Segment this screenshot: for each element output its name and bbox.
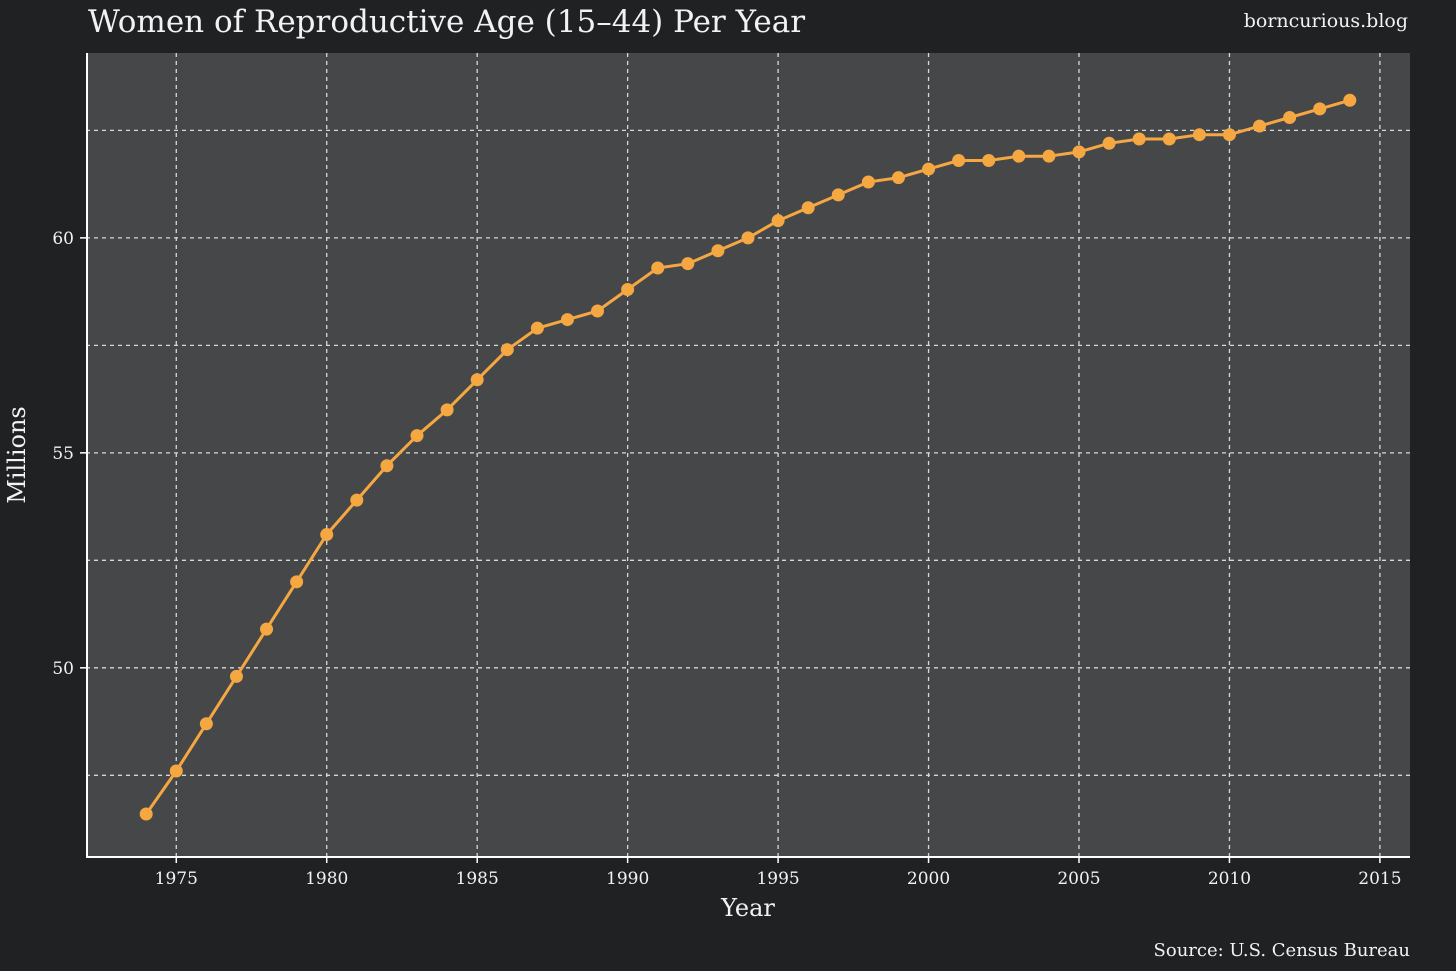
plot-area [86, 53, 1410, 857]
y-tick-label: 50 [52, 659, 74, 679]
data-point [290, 575, 304, 589]
data-point [470, 373, 484, 387]
axes [86, 53, 1410, 858]
y-tick-label: 55 [52, 444, 74, 464]
data-point [922, 162, 936, 176]
data-point [801, 201, 815, 215]
data-point [530, 321, 544, 335]
data-point [711, 244, 725, 258]
y-axis-title: Millions [3, 406, 31, 504]
data-point [500, 343, 514, 357]
data-point [260, 622, 274, 636]
data-point [1102, 136, 1116, 150]
x-tick-label: 2000 [907, 869, 950, 889]
x-tick-label: 1995 [756, 869, 799, 889]
data-point [1042, 149, 1056, 163]
data-point [681, 257, 695, 271]
grid-lines [86, 53, 1410, 857]
data-point [350, 493, 364, 507]
y-tick-label: 60 [52, 229, 74, 249]
data-point [1313, 102, 1327, 116]
y-tick-labels: 50 55 60 [52, 229, 86, 679]
data-point [229, 669, 243, 683]
data-point [1012, 149, 1026, 163]
data-point [861, 175, 875, 189]
data-point [1343, 93, 1357, 107]
data-point [320, 528, 334, 542]
data-point [139, 807, 153, 821]
series-layer [139, 93, 1357, 821]
data-point [831, 188, 845, 202]
x-tick-label: 1975 [155, 869, 198, 889]
data-point [1162, 132, 1176, 146]
x-axis-title: Year [720, 894, 775, 922]
source-label: Source: U.S. Census Bureau [1153, 940, 1410, 961]
data-point [651, 261, 665, 275]
data-point [440, 403, 454, 417]
data-point [952, 153, 966, 167]
data-point [1283, 110, 1297, 124]
x-tick-label: 1985 [456, 869, 499, 889]
data-point [380, 459, 394, 473]
x-tick-label: 1980 [305, 869, 348, 889]
data-point [621, 282, 635, 296]
chart-title: Women of Reproductive Age (15–44) Per Ye… [88, 4, 806, 40]
data-point [1132, 132, 1146, 146]
data-point [199, 717, 213, 731]
data-point [169, 764, 183, 778]
x-tick-label: 2010 [1208, 869, 1251, 889]
data-point [560, 313, 574, 327]
data-point [891, 171, 905, 185]
data-point [1222, 128, 1236, 142]
brand-label: borncurious.blog [1243, 10, 1408, 32]
data-point [1253, 119, 1267, 133]
x-tick-label: 2005 [1057, 869, 1100, 889]
x-tick-labels: 1975 1980 1985 1990 1995 2000 2005 2010 2015 [155, 857, 1402, 889]
data-point [591, 304, 605, 318]
data-point [1072, 145, 1086, 159]
x-tick-label: 1990 [606, 869, 649, 889]
data-point [741, 231, 755, 245]
data-point [982, 153, 996, 167]
x-tick-label: 2015 [1358, 869, 1401, 889]
data-point [771, 214, 785, 228]
data-point [1192, 128, 1206, 142]
data-point [410, 429, 424, 443]
